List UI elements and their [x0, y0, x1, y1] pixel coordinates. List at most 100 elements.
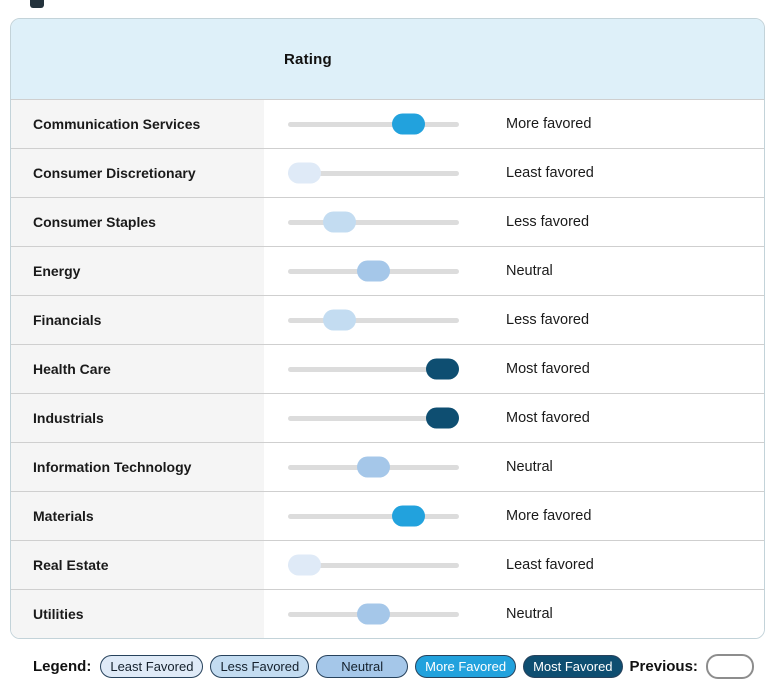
- sector-name-label: Energy: [33, 263, 81, 279]
- sector-name-label: Consumer Staples: [33, 214, 156, 230]
- rating-slider-cell: [264, 541, 506, 589]
- rating-slider-track: [288, 407, 459, 429]
- rating-slider-track: [288, 554, 459, 576]
- sector-name-cell: Information Technology: [11, 443, 264, 491]
- rating-slider-thumb[interactable]: [391, 505, 425, 527]
- sector-rating-table: Rating Communication Services More favor…: [10, 18, 765, 639]
- legend-title: Legend:: [33, 657, 92, 675]
- clipped-ui-fragment: [30, 0, 44, 8]
- sector-name-label: Consumer Discretionary: [33, 165, 196, 181]
- sector-name-cell: Consumer Staples: [11, 198, 264, 246]
- rating-slider-track: [288, 603, 459, 625]
- sector-name-cell: Energy: [11, 247, 264, 295]
- rating-text-label: Neutral: [506, 606, 553, 622]
- rating-text-cell: Most favored: [506, 345, 764, 393]
- rating-slider-cell: [264, 443, 506, 491]
- rating-slider-thumb[interactable]: [288, 554, 321, 576]
- rating-text-label: More favored: [506, 116, 592, 132]
- sector-name-cell: Financials: [11, 296, 264, 344]
- sector-name-label: Financials: [33, 312, 102, 328]
- legend-items: Least Favored Less Favored Neutral More …: [100, 654, 629, 678]
- table-row: Consumer Staples Less favored: [11, 197, 764, 246]
- rating-slider-thumb[interactable]: [391, 113, 425, 135]
- rating-slider-thumb[interactable]: [288, 162, 321, 184]
- rating-text-label: Least favored: [506, 557, 594, 573]
- rating-slider-cell: [264, 492, 506, 540]
- rating-slider-thumb[interactable]: [357, 603, 390, 625]
- rating-text-label: Most favored: [506, 361, 590, 377]
- rating-text-label: Less favored: [506, 312, 590, 328]
- rating-text-label: Less favored: [506, 214, 590, 230]
- table-row: Health Care Most favored: [11, 344, 764, 393]
- rating-slider-cell: [264, 247, 506, 295]
- rating-slider-track: [288, 505, 459, 527]
- legend-pill-level-2: Less Favored: [210, 654, 310, 678]
- rating-slider-cell: [264, 149, 506, 197]
- rating-slider-track: [288, 113, 459, 135]
- table-row: Materials More favored: [11, 491, 764, 540]
- rating-slider-cell: [264, 590, 506, 638]
- rating-slider-track: [288, 358, 459, 380]
- sector-name-cell: Materials: [11, 492, 264, 540]
- rating-text-label: Most favored: [506, 410, 590, 426]
- rating-slider-track: [288, 162, 459, 184]
- rating-slider-thumb[interactable]: [357, 456, 390, 478]
- rating-text-label: Neutral: [506, 459, 553, 475]
- sector-name-label: Utilities: [33, 606, 84, 622]
- legend-bar: Legend: Least Favored Less Favored Neutr…: [33, 652, 754, 680]
- table-body: Communication Services More favored Cons…: [11, 100, 764, 638]
- sector-name-cell: Communication Services: [11, 100, 264, 148]
- previous-label: Previous:: [629, 657, 698, 675]
- rating-slider-track: [288, 211, 459, 233]
- table-row: Information Technology Neutral: [11, 442, 764, 491]
- sector-name-label: Information Technology: [33, 459, 192, 475]
- rating-text-label: More favored: [506, 508, 592, 524]
- legend-pill-level-4: More Favored: [415, 654, 517, 678]
- rating-text-cell: Least favored: [506, 149, 764, 197]
- rating-slider-track: [288, 456, 459, 478]
- previous-rating-indicator: [705, 653, 754, 679]
- legend-pill-level-1: Least Favored: [100, 654, 204, 678]
- sector-name-cell: Real Estate: [11, 541, 264, 589]
- rating-slider-thumb[interactable]: [426, 407, 459, 429]
- rating-text-cell: Less favored: [506, 198, 764, 246]
- table-row: Energy Neutral: [11, 246, 764, 295]
- rating-column-header: Rating: [284, 50, 332, 68]
- rating-text-cell: Neutral: [506, 247, 764, 295]
- rating-slider-cell: [264, 198, 506, 246]
- rating-slider-thumb[interactable]: [322, 211, 356, 233]
- legend-pill-level-3: Neutral: [316, 654, 409, 678]
- sector-name-cell: Industrials: [11, 394, 264, 442]
- rating-slider-thumb[interactable]: [426, 358, 459, 380]
- previous-group: Previous:: [629, 653, 754, 679]
- sector-name-label: Industrials: [33, 410, 104, 426]
- sector-name-cell: Utilities: [11, 590, 264, 638]
- sector-name-cell: Health Care: [11, 345, 264, 393]
- rating-slider-thumb[interactable]: [357, 260, 390, 282]
- rating-text-cell: Neutral: [506, 443, 764, 491]
- rating-slider-cell: [264, 100, 506, 148]
- rating-slider-cell: [264, 394, 506, 442]
- rating-text-cell: Neutral: [506, 590, 764, 638]
- sector-name-label: Materials: [33, 508, 94, 524]
- rating-text-cell: Less favored: [506, 296, 764, 344]
- table-row: Consumer Discretionary Least favored: [11, 148, 764, 197]
- rating-slider-track: [288, 309, 459, 331]
- table-row: Utilities Neutral: [11, 589, 764, 638]
- sector-name-label: Communication Services: [33, 116, 201, 132]
- rating-slider-cell: [264, 296, 506, 344]
- table-row: Communication Services More favored: [11, 100, 764, 148]
- rating-text-cell: More favored: [506, 100, 764, 148]
- table-row: Financials Less favored: [11, 295, 764, 344]
- table-row: Industrials Most favored: [11, 393, 764, 442]
- rating-text-cell: Most favored: [506, 394, 764, 442]
- sector-name-label: Real Estate: [33, 557, 109, 573]
- table-row: Real Estate Least favored: [11, 540, 764, 589]
- sector-name-label: Health Care: [33, 361, 111, 377]
- rating-slider-thumb[interactable]: [322, 309, 356, 331]
- rating-slider-cell: [264, 345, 506, 393]
- table-header: Rating: [11, 19, 764, 100]
- rating-text-cell: Least favored: [506, 541, 764, 589]
- rating-text-cell: More favored: [506, 492, 764, 540]
- legend-pill-level-5: Most Favored: [523, 654, 623, 678]
